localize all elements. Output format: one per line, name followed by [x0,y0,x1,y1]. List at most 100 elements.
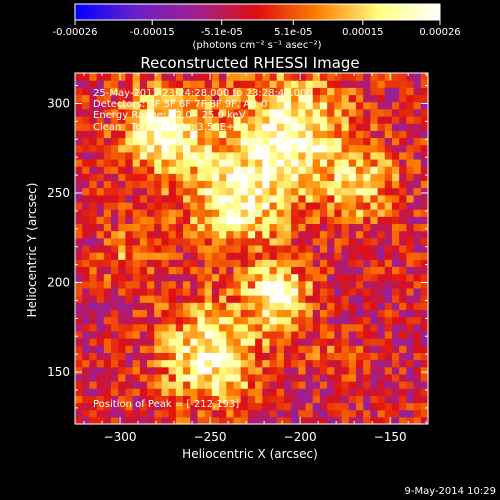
heatmap-cell [384,216,393,225]
heatmap-cell [147,173,155,182]
heatmap-cell [226,115,235,124]
heatmap-cell [197,381,206,389]
heatmap-cell [363,409,371,418]
heatmap-cell [305,115,314,124]
heatmap-cell [413,373,422,382]
heatmap-cell [363,209,371,217]
heatmap-cell [341,316,350,325]
heatmap-cell [183,273,191,282]
heatmap-cell [233,151,242,160]
heatmap-cell [276,223,285,232]
heatmap-cell [413,366,422,375]
heatmap-cell [183,73,191,81]
heatmap-cell [334,201,343,210]
heatmap-cell [154,252,163,260]
heatmap-cell [341,123,350,131]
heatmap-cell [190,115,199,124]
heatmap-cell [283,144,292,153]
heatmap-cell [391,223,400,232]
heatmap-cell [139,144,148,153]
heatmap-cell [370,237,379,246]
heatmap-cell [399,94,407,103]
heatmap-cell [348,266,357,275]
heatmap-cell [283,166,292,174]
heatmap-cell [283,73,292,81]
heatmap-cell [355,345,364,353]
heatmap-cell [132,259,141,268]
heatmap-cell [255,252,263,260]
heatmap-cell [132,316,141,325]
heatmap-cell [132,338,141,346]
heatmap-cell [399,180,407,189]
heatmap-cell [348,209,357,217]
heatmap-cell [161,273,170,282]
heatmap-cell [262,302,271,310]
heatmap-cell [420,345,429,353]
heatmap-cell [161,158,170,167]
heatmap-cell [197,402,206,411]
heatmap-cell [406,144,415,153]
heatmap-cell [247,73,256,81]
heatmap-cell [175,416,184,425]
heatmap-cell [89,287,98,296]
heatmap-cell [262,402,271,411]
heatmap-cell [219,266,227,275]
heatmap-cell [118,73,127,81]
heatmap-cell [197,309,206,318]
heatmap-cell [139,280,148,289]
heatmap-cell [219,130,227,139]
heatmap-cell [298,366,307,375]
heatmap-cell [175,409,184,418]
heatmap-cell [377,280,386,289]
heatmap-cell [118,209,127,217]
heatmap-cell [96,166,105,174]
heatmap-cell [327,73,335,81]
heatmap-cell [370,73,379,81]
heatmap-cell [233,180,242,189]
heatmap-cell [240,80,249,88]
heatmap-cell [269,416,278,425]
heatmap-cell [139,266,148,275]
heatmap-cell [291,223,299,232]
heatmap-cell [413,237,422,246]
heatmap-cell [247,330,256,339]
heatmap-cell [82,130,91,139]
heatmap-cell [226,359,235,368]
heatmap-cell [161,366,170,375]
heatmap-cell [219,330,227,339]
heatmap-cell [262,87,271,96]
annotation-time-range: 25-May-2012 23:24:28.000 to 23:28:42.000 [93,88,313,99]
heatmap-cell [139,381,148,389]
heatmap-cell [377,94,386,103]
heatmap-cell [240,252,249,260]
heatmap-cell [89,244,98,253]
heatmap-cell [183,173,191,182]
heatmap-cell [139,352,148,361]
heatmap-cell [240,330,249,339]
heatmap-cell [247,144,256,153]
heatmap-cell [197,316,206,325]
heatmap-cell [96,194,105,203]
heatmap-cell [190,223,199,232]
heatmap-cell [75,402,83,411]
heatmap-cell [312,244,321,253]
heatmap-cell [420,94,429,103]
heatmap-cell [219,345,227,353]
heatmap-cell [334,266,343,275]
heatmap-cell [139,316,148,325]
heatmap-cell [233,252,242,260]
heatmap-cell [377,166,386,174]
heatmap-cell [363,252,371,260]
heatmap-cell [384,151,393,160]
heatmap-cell [103,187,112,196]
heatmap-cell [262,352,271,361]
heatmap-cell [363,287,371,296]
heatmap-cell [348,316,357,325]
heatmap-cell [219,173,227,182]
heatmap-cell [384,130,393,139]
heatmap-cell [247,323,256,332]
heatmap-cell [327,259,335,268]
heatmap-cell [319,273,328,282]
heatmap-cell [341,388,350,396]
heatmap-cell [240,395,249,404]
